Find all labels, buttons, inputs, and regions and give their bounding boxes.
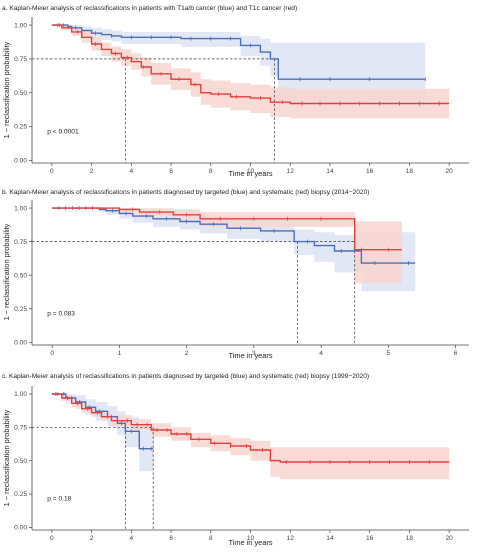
panel-title: a. Kaplan-Meier analysis of reclassifica…	[2, 5, 297, 12]
y-tick-label: 0.50	[14, 90, 27, 97]
x-tick-label: 20	[445, 535, 453, 542]
y-tick-label: 0.25	[14, 491, 27, 498]
x-tick-label: 18	[406, 535, 414, 542]
x-tick-label: 18	[406, 168, 414, 175]
ci-band-red	[51, 394, 450, 480]
y-axis-label: 1 − reclassification probability	[2, 409, 11, 506]
y-tick-label: 1.00	[14, 391, 27, 398]
panel-title: c. Kaplan-Meier analysis of reclassifica…	[2, 373, 369, 380]
y-tick-label: 0.75	[14, 425, 27, 432]
km-panel-b: b. Kaplan-Meier analysis of reclassifica…	[2, 189, 469, 360]
km-line-red	[51, 393, 450, 463]
km-line-blue	[51, 24, 426, 80]
km-line-blue	[51, 393, 154, 450]
ci-band-blue	[51, 25, 426, 105]
x-tick-label: 16	[366, 168, 374, 175]
x-tick-label: 10	[247, 535, 255, 542]
x-tick-label: 6	[169, 535, 173, 542]
x-tick-label: 4	[129, 535, 133, 542]
p-value-label: p = 0.18	[47, 496, 71, 503]
x-tick-label: 0	[50, 535, 54, 542]
x-tick-label: 8	[209, 535, 213, 542]
y-tick-label: 0.25	[14, 306, 27, 313]
km-line-red	[52, 207, 402, 251]
x-tick-label: 2	[90, 535, 94, 542]
y-tick-label: 0.50	[14, 458, 27, 465]
x-tick-label: 5	[386, 350, 390, 357]
p-value-label: p < 0.0001	[47, 128, 79, 135]
x-tick-label: 14	[326, 168, 334, 175]
y-tick-label: 0.25	[14, 124, 27, 131]
x-tick-label: 10	[247, 168, 255, 175]
p-value-label: p = 0.083	[47, 310, 75, 317]
y-tick-label: 1.00	[14, 205, 27, 212]
x-tick-label: 8	[209, 168, 213, 175]
y-tick-label: 0.00	[14, 525, 27, 532]
y-axis-label: 1 − reclassification probability	[2, 41, 11, 138]
x-tick-label: 12	[287, 168, 295, 175]
y-tick-label: 0.00	[14, 157, 27, 164]
y-tick-label: 0.00	[14, 340, 27, 347]
y-tick-label: 0.50	[14, 272, 27, 279]
x-tick-label: 0	[50, 168, 54, 175]
x-tick-label: 1	[118, 350, 122, 357]
x-tick-label: 6	[454, 350, 458, 357]
x-tick-label: 12	[287, 535, 295, 542]
km-panel-a: a. Kaplan-Meier analysis of reclassifica…	[2, 5, 469, 178]
x-tick-label: 2	[90, 168, 94, 175]
x-axis-label: Time in years	[228, 169, 272, 178]
y-tick-label: 0.75	[14, 239, 27, 246]
ci-band-red	[51, 25, 450, 119]
x-tick-label: 4	[129, 168, 133, 175]
y-axis-label: 1 − reclassification probability	[2, 223, 11, 320]
x-axis-label: Time in years	[228, 351, 272, 360]
x-tick-label: 4	[319, 350, 323, 357]
ci-band-blue	[51, 394, 154, 472]
x-tick-label: 2	[185, 350, 189, 357]
ci-band-red	[52, 208, 402, 284]
x-tick-label: 16	[366, 535, 374, 542]
x-tick-label: 0	[50, 350, 54, 357]
y-tick-label: 0.75	[14, 56, 27, 63]
x-tick-label: 20	[445, 168, 453, 175]
km-line-red	[51, 24, 450, 105]
x-tick-label: 3	[252, 350, 256, 357]
x-tick-label: 14	[326, 535, 334, 542]
x-axis-label: Time in years	[228, 538, 272, 547]
panel-title: b. Kaplan-Meier analysis of reclassifica…	[2, 189, 369, 196]
x-tick-label: 6	[169, 168, 173, 175]
km-panel-c: c. Kaplan-Meier analysis of reclassifica…	[2, 373, 469, 547]
y-tick-label: 1.00	[14, 22, 27, 29]
